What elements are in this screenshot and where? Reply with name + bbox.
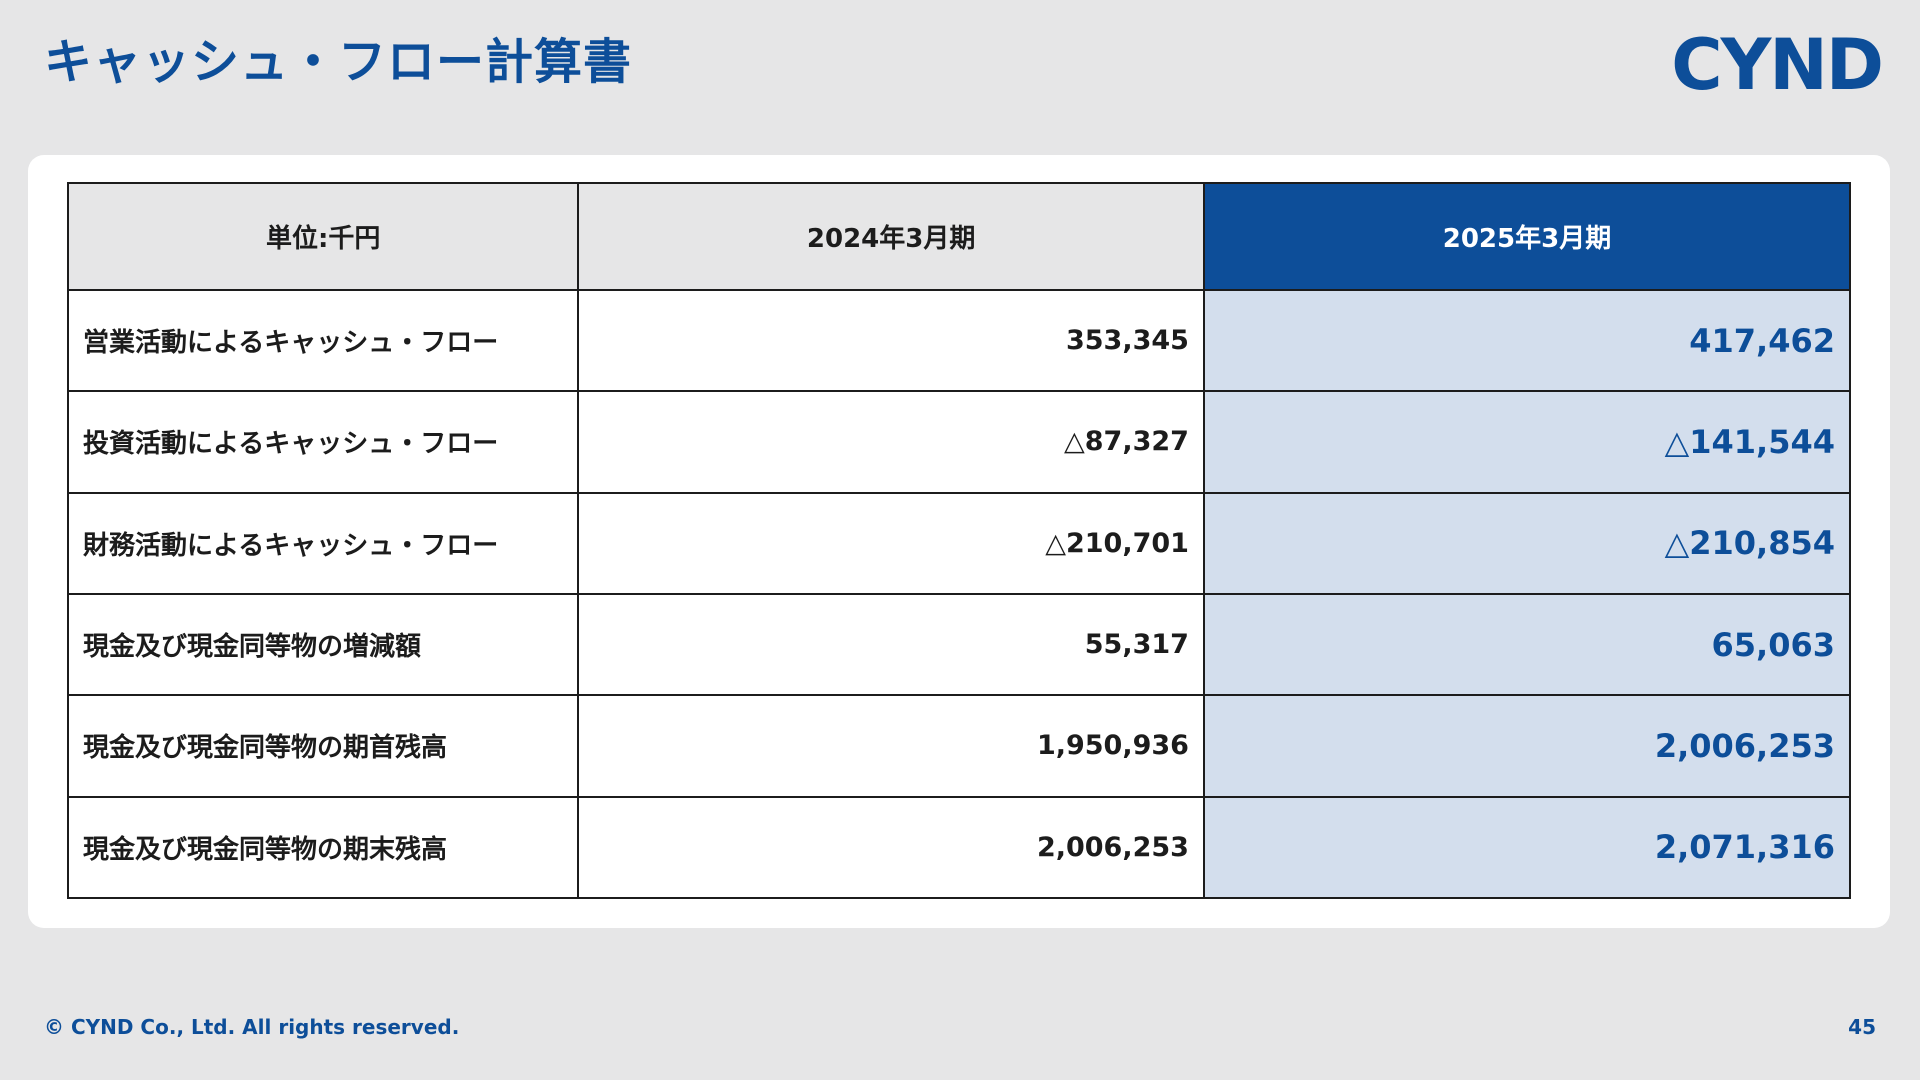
table-row: 現金及び現金同等物の増減額 55,317 65,063 <box>66 592 1852 697</box>
value-fy2024: 353,345 <box>577 288 1205 393</box>
table-row: 財務活動によるキャッシュ・フロー △210,701 △210,854 <box>66 491 1852 595</box>
value-fy2025: 2,071,316 <box>1202 795 1852 900</box>
table-row: 投資活動によるキャッシュ・フロー △87,327 △141,544 <box>66 390 1852 494</box>
value-fy2025: 65,063 <box>1202 592 1852 697</box>
page-title: キャッシュ・フロー計算書 <box>44 34 633 90</box>
row-label: 現金及び現金同等物の期首残高 <box>66 694 580 798</box>
value-fy2024: 55,317 <box>577 592 1205 697</box>
header-fy2024: 2024年3月期 <box>577 182 1205 291</box>
table-card: 単位:千円 2024年3月期 2025年3月期 営業活動によるキャッシュ・フロー… <box>28 155 1890 928</box>
table-row: 現金及び現金同等物の期首残高 1,950,936 2,006,253 <box>66 694 1852 798</box>
value-fy2025: △210,854 <box>1202 491 1852 595</box>
value-fy2024: △210,701 <box>577 491 1205 595</box>
table-header-row: 単位:千円 2024年3月期 2025年3月期 <box>66 182 1852 291</box>
value-fy2024: 1,950,936 <box>577 694 1205 798</box>
copyright-text: © CYND Co., Ltd. All rights reserved. <box>44 1015 460 1039</box>
value-fy2024: △87,327 <box>577 390 1205 494</box>
header-fy2025: 2025年3月期 <box>1202 182 1852 291</box>
cynd-logo: CYND <box>1671 24 1884 106</box>
table-row: 現金及び現金同等物の期末残高 2,006,253 2,071,316 <box>66 795 1852 900</box>
cash-flow-table: 単位:千円 2024年3月期 2025年3月期 営業活動によるキャッシュ・フロー… <box>66 182 1852 900</box>
value-fy2025: 417,462 <box>1202 288 1852 393</box>
row-label: 現金及び現金同等物の増減額 <box>66 592 580 697</box>
value-fy2024: 2,006,253 <box>577 795 1205 900</box>
header-unit: 単位:千円 <box>66 182 580 291</box>
row-label: 投資活動によるキャッシュ・フロー <box>66 390 580 494</box>
row-label: 財務活動によるキャッシュ・フロー <box>66 491 580 595</box>
table-row: 営業活動によるキャッシュ・フロー 353,345 417,462 <box>66 288 1852 393</box>
value-fy2025: △141,544 <box>1202 390 1852 494</box>
row-label: 営業活動によるキャッシュ・フロー <box>66 288 580 393</box>
value-fy2025: 2,006,253 <box>1202 694 1852 798</box>
page-number: 45 <box>1848 1015 1876 1039</box>
row-label: 現金及び現金同等物の期末残高 <box>66 795 580 900</box>
